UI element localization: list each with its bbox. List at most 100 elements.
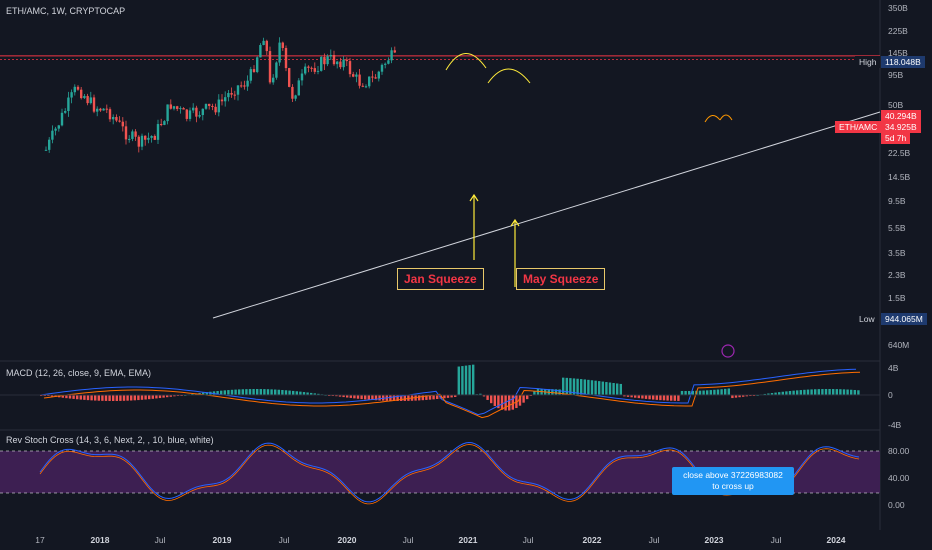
price-candle bbox=[118, 120, 121, 122]
macd-histogram-bar bbox=[814, 389, 817, 395]
macd-histogram-bar bbox=[817, 389, 820, 395]
top-arc-1 bbox=[445, 53, 487, 71]
macd-histogram-bar bbox=[810, 389, 813, 395]
macd-histogram-bar bbox=[148, 395, 151, 400]
low-value-tag: 944.065M bbox=[881, 313, 927, 325]
macd-histogram-bar bbox=[446, 395, 450, 398]
macd-histogram-bar bbox=[706, 390, 709, 395]
high-value-tag: 118.048B bbox=[881, 56, 925, 68]
macd-histogram-bar bbox=[158, 395, 162, 399]
price-candle bbox=[108, 109, 112, 120]
price-candle bbox=[342, 59, 345, 68]
price-candle bbox=[284, 47, 288, 69]
macd-histogram-bar bbox=[338, 395, 342, 397]
macd-histogram-bar bbox=[691, 390, 694, 395]
macd-histogram-bar bbox=[50, 395, 54, 397]
macd-histogram-bar bbox=[205, 392, 208, 395]
price-candle bbox=[80, 89, 83, 99]
macd-histogram-bar bbox=[306, 392, 309, 395]
price-candle bbox=[134, 131, 137, 137]
time-axis-tick: 2022 bbox=[582, 535, 602, 545]
macd-histogram-bar bbox=[648, 395, 651, 400]
price-candle bbox=[102, 108, 105, 111]
price-candle bbox=[297, 80, 300, 96]
price-candle bbox=[323, 57, 326, 65]
price-candle bbox=[336, 61, 339, 65]
price-candle bbox=[368, 76, 371, 87]
macd-histogram-bar bbox=[724, 388, 727, 395]
macd-histogram-bar bbox=[313, 393, 316, 395]
price-candle bbox=[73, 86, 76, 93]
price-candle bbox=[233, 94, 236, 96]
macd-histogram-bar bbox=[90, 395, 93, 401]
macd-histogram-bar bbox=[274, 389, 277, 395]
price-candle bbox=[112, 117, 115, 120]
macd-histogram-bar bbox=[133, 395, 136, 401]
macd-histogram-bar bbox=[680, 390, 684, 395]
price-candle bbox=[60, 112, 64, 126]
macd-histogram-bar bbox=[716, 389, 720, 395]
macd-histogram-bar bbox=[439, 395, 442, 399]
time-axis-tick: Jul bbox=[154, 535, 166, 545]
price-candle bbox=[377, 71, 380, 79]
macd-histogram-bar bbox=[241, 389, 244, 395]
macd-histogram-bar bbox=[266, 389, 270, 395]
macd-histogram-bar bbox=[572, 378, 576, 395]
price-candle bbox=[188, 110, 192, 119]
macd-histogram-bar bbox=[342, 395, 345, 398]
price-candle bbox=[201, 108, 204, 116]
macd-histogram-bar bbox=[86, 395, 90, 401]
last-price-tag: 34.925B bbox=[881, 121, 921, 133]
price-candle bbox=[128, 138, 131, 140]
macd-histogram-bar bbox=[169, 395, 172, 397]
macd-histogram-bar bbox=[767, 393, 770, 395]
macd-histogram-bar bbox=[709, 390, 712, 395]
top-arc-3 bbox=[704, 115, 721, 123]
price-candle bbox=[57, 125, 60, 129]
macd-histogram-bar bbox=[461, 366, 464, 395]
macd-histogram-bar bbox=[126, 395, 129, 401]
low-label: Low bbox=[855, 313, 879, 325]
macd-histogram-bar bbox=[421, 395, 424, 401]
macd-histogram-bar bbox=[299, 391, 302, 395]
macd-histogram-bar bbox=[223, 390, 226, 395]
price-candle bbox=[230, 93, 233, 95]
tooltip: close above 37226983082 to cross up bbox=[672, 467, 794, 495]
price-candle bbox=[179, 108, 182, 110]
price-candle bbox=[83, 95, 86, 99]
time-axis-tick: 2021 bbox=[458, 535, 478, 545]
price-candle bbox=[185, 109, 188, 119]
price-candle bbox=[358, 74, 361, 86]
macd-histogram-bar bbox=[590, 380, 594, 395]
macd-histogram-bar bbox=[508, 395, 511, 411]
macd-scale-tick: 0 bbox=[888, 390, 893, 400]
time-axis-tick: 2024 bbox=[826, 535, 846, 545]
macd-histogram-bar bbox=[641, 395, 644, 399]
macd-histogram-bar bbox=[450, 395, 453, 398]
price-candle bbox=[380, 64, 384, 72]
macd-histogram-bar bbox=[83, 395, 86, 400]
macd-histogram-bar bbox=[155, 395, 158, 399]
price-scale-tick: 350B bbox=[888, 3, 908, 13]
price-scale-tick: 22.5B bbox=[888, 148, 911, 158]
price-candle bbox=[243, 85, 246, 87]
macd-histogram-bar bbox=[835, 389, 838, 395]
price-candle bbox=[262, 40, 265, 46]
may-squeeze-label: May Squeeze bbox=[516, 268, 606, 290]
macd-histogram-bar bbox=[644, 395, 648, 399]
time-axis-tick: Jul bbox=[522, 535, 534, 545]
price-candle bbox=[348, 61, 352, 75]
macd-histogram-bar bbox=[824, 389, 828, 395]
macd-histogram-bar bbox=[335, 395, 338, 397]
macd-histogram-bar bbox=[130, 395, 133, 401]
macd-histogram-bar bbox=[252, 389, 255, 395]
macd-histogram-bar bbox=[688, 390, 691, 395]
tooltip-line1: close above 37226983082 bbox=[683, 470, 783, 480]
macd-histogram-bar bbox=[288, 390, 291, 395]
price-candle bbox=[76, 86, 80, 90]
macd-histogram-bar bbox=[472, 364, 475, 395]
macd-histogram-bar bbox=[605, 382, 608, 395]
macd-histogram-bar bbox=[112, 395, 115, 401]
macd-histogram-bar bbox=[727, 388, 730, 395]
macd-histogram-bar bbox=[713, 389, 716, 395]
